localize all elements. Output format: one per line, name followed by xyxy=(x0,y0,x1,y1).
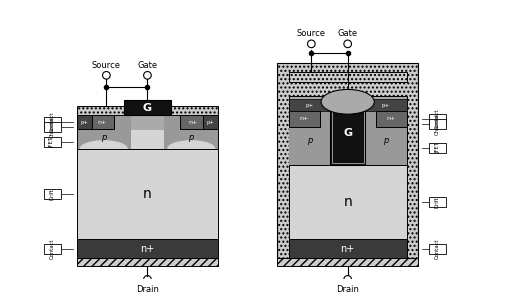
Bar xyxy=(77,106,124,115)
Text: p: p xyxy=(101,132,106,142)
Text: Drain: Drain xyxy=(336,285,359,293)
Bar xyxy=(289,96,407,165)
Bar xyxy=(376,111,407,127)
Bar xyxy=(180,115,206,129)
Bar xyxy=(77,258,218,266)
Bar xyxy=(77,115,218,149)
Bar xyxy=(277,63,418,258)
Text: Contact: Contact xyxy=(435,109,440,129)
Text: p+: p+ xyxy=(80,120,89,125)
Ellipse shape xyxy=(167,140,215,157)
Text: n+: n+ xyxy=(299,116,309,122)
Bar xyxy=(131,130,164,149)
Text: p: p xyxy=(189,132,194,142)
Bar xyxy=(77,115,131,144)
FancyBboxPatch shape xyxy=(44,117,61,127)
FancyBboxPatch shape xyxy=(429,143,446,153)
Text: JFET: JFET xyxy=(50,137,54,148)
Bar xyxy=(77,115,92,129)
Text: p+: p+ xyxy=(207,120,214,125)
FancyBboxPatch shape xyxy=(429,244,446,254)
Circle shape xyxy=(344,40,352,48)
Text: n+: n+ xyxy=(97,120,106,125)
Text: Contact: Contact xyxy=(50,112,54,132)
Text: Source: Source xyxy=(92,61,121,70)
Text: n: n xyxy=(143,187,152,201)
FancyBboxPatch shape xyxy=(44,122,61,132)
FancyBboxPatch shape xyxy=(44,244,61,254)
Bar xyxy=(164,115,218,144)
Circle shape xyxy=(143,275,151,283)
Bar xyxy=(77,115,218,149)
Text: JFET: JFET xyxy=(435,142,440,153)
Bar xyxy=(289,99,330,111)
FancyBboxPatch shape xyxy=(44,189,61,199)
Bar xyxy=(77,149,218,239)
Circle shape xyxy=(344,275,352,283)
Bar xyxy=(289,165,407,239)
Text: Contact: Contact xyxy=(435,239,440,259)
Text: Gate: Gate xyxy=(338,29,358,38)
Bar xyxy=(289,111,320,127)
Bar xyxy=(289,111,330,165)
Text: Drain: Drain xyxy=(136,285,159,293)
Bar xyxy=(203,115,218,129)
Text: n+: n+ xyxy=(189,120,198,125)
Bar xyxy=(171,106,218,115)
Text: Channel: Channel xyxy=(435,113,440,135)
Bar xyxy=(77,239,218,258)
Text: p+: p+ xyxy=(305,103,313,108)
Text: Contact: Contact xyxy=(50,239,54,259)
FancyBboxPatch shape xyxy=(429,119,446,129)
Text: Channel: Channel xyxy=(50,116,54,138)
Bar xyxy=(332,102,364,163)
Text: G: G xyxy=(143,103,152,113)
Text: n+: n+ xyxy=(140,244,154,254)
Bar xyxy=(124,100,171,115)
Ellipse shape xyxy=(80,140,128,157)
Text: Drift: Drift xyxy=(435,196,440,208)
Text: n: n xyxy=(343,195,352,209)
Circle shape xyxy=(103,71,110,79)
Bar xyxy=(365,99,407,111)
Bar xyxy=(330,102,365,165)
Text: p+: p+ xyxy=(382,103,390,108)
Bar xyxy=(289,72,407,82)
Bar xyxy=(77,115,131,149)
FancyBboxPatch shape xyxy=(429,114,446,124)
Bar xyxy=(365,111,407,165)
Circle shape xyxy=(308,40,315,48)
Text: Source: Source xyxy=(297,29,326,38)
Circle shape xyxy=(143,71,151,79)
Text: Drift: Drift xyxy=(50,188,54,200)
Bar xyxy=(89,115,114,129)
Text: n+: n+ xyxy=(340,244,355,254)
Bar xyxy=(164,115,218,149)
Text: G: G xyxy=(343,128,352,138)
FancyBboxPatch shape xyxy=(44,137,61,147)
Ellipse shape xyxy=(321,89,375,114)
Text: p: p xyxy=(383,137,389,145)
Text: Gate: Gate xyxy=(137,61,157,70)
FancyBboxPatch shape xyxy=(429,197,446,207)
Bar xyxy=(277,258,418,266)
Text: n+: n+ xyxy=(386,116,396,122)
Text: p: p xyxy=(307,137,312,145)
Bar xyxy=(289,239,407,258)
